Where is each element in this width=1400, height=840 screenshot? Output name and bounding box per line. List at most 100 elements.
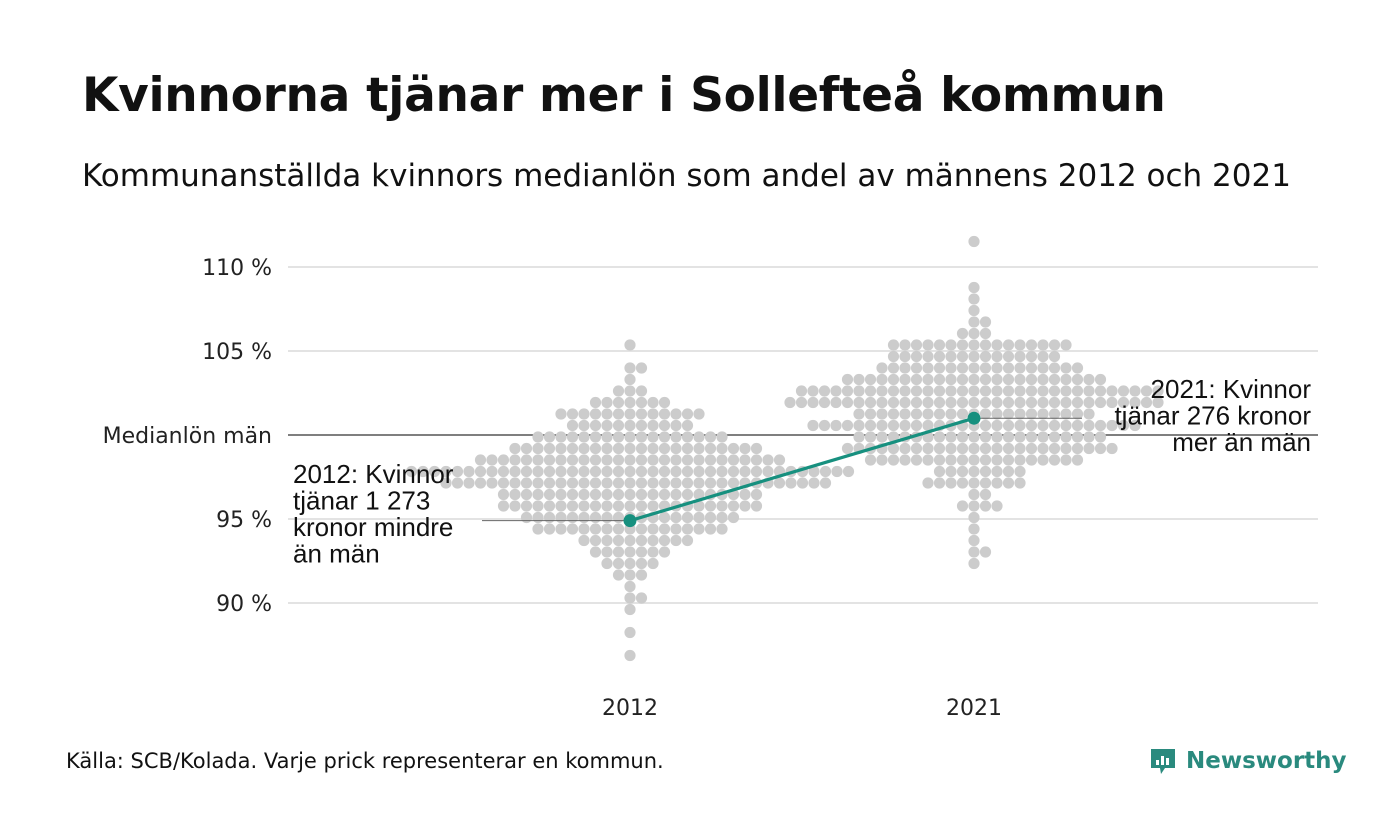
swarm-dot-2021 xyxy=(1002,373,1015,386)
swarm-dot-2012 xyxy=(773,454,786,466)
swarm-dot-2021 xyxy=(1083,396,1095,409)
swarm-dot-2012 xyxy=(509,465,521,478)
swarm-dot-2012 xyxy=(842,465,855,478)
swarm-dot-2021 xyxy=(1094,431,1107,443)
swarm-dot-2021 xyxy=(968,511,980,524)
swarm-dot-2021 xyxy=(991,419,1003,432)
swarm-dot-2021 xyxy=(922,350,934,363)
swarm-dot-2012 xyxy=(819,477,832,489)
swarm-dot-2021 xyxy=(1048,419,1061,432)
swarm-dot-2012 xyxy=(704,523,717,535)
swarm-dot-2021 xyxy=(910,362,923,374)
swarm-dot-2012 xyxy=(566,408,579,420)
swarm-dot-2021 xyxy=(979,465,992,478)
swarm-dot-2012 xyxy=(670,442,682,455)
swarm-dot-2021 xyxy=(933,465,946,478)
swarm-dot-2012 xyxy=(670,488,682,501)
swarm-dot-2021 xyxy=(945,385,957,397)
swarm-dot-2021 xyxy=(1014,408,1026,420)
swarm-dot-2021 xyxy=(1014,350,1026,363)
swarm-dot-2021 xyxy=(1025,442,1038,455)
swarm-dot-2012 xyxy=(635,431,648,443)
swarm-dot-2012 xyxy=(670,511,682,524)
swarm-dot-2012 xyxy=(624,385,636,397)
swarm-dot-2021 xyxy=(876,362,888,374)
swarm-dot-2021 xyxy=(979,419,992,432)
swarm-dot-2012 xyxy=(624,373,636,386)
swarm-dot-2021 xyxy=(945,454,957,466)
swarm-dot-2012 xyxy=(647,465,659,478)
annotation-line: kronor mindre xyxy=(293,512,453,542)
swarm-dot-2012 xyxy=(474,465,487,478)
swarm-dot-2012 xyxy=(681,442,694,455)
swarm-dot-2021 xyxy=(899,373,911,386)
swarm-dot-2012 xyxy=(808,465,820,478)
swarm-dot-2012 xyxy=(716,477,728,489)
swarm-dot-2021 xyxy=(968,546,980,558)
swarm-dot-2021 xyxy=(1048,339,1061,351)
swarm-dot-2012 xyxy=(716,465,728,478)
swarm-dot-2021 xyxy=(876,419,888,432)
swarm-dot-2012 xyxy=(589,419,602,432)
swarm-dot-2012 xyxy=(566,511,579,524)
swarm-dot-2012 xyxy=(647,557,659,570)
swarm-dot-2021 xyxy=(899,419,911,432)
swarm-dot-2021 xyxy=(956,350,969,363)
swarm-dot-2021 xyxy=(1060,408,1072,420)
swarm-dot-2012 xyxy=(670,465,682,478)
swarm-dot-2021 xyxy=(968,534,980,547)
swarm-dot-2021 xyxy=(1060,431,1072,443)
swarm-dot-2012 xyxy=(566,488,579,501)
swarm-dot-2012 xyxy=(566,454,579,466)
y-tick-label: Medianlön män xyxy=(103,424,272,449)
swarm-dot-2021 xyxy=(1002,431,1015,443)
x-tick-label: 2012 xyxy=(602,696,658,721)
swarm-dot-2021 xyxy=(1025,454,1038,466)
annotation-line: tjänar 1 273 xyxy=(293,486,430,516)
swarm-dot-2012 xyxy=(612,385,625,397)
swarm-dot-2021 xyxy=(933,408,946,420)
swarm-dot-2012 xyxy=(555,442,567,455)
swarm-dot-2012 xyxy=(589,454,602,466)
swarm-dot-2012 xyxy=(693,511,705,524)
swarm-dot-2021 xyxy=(1117,385,1130,397)
swarm-dot-2012 xyxy=(532,488,544,501)
swarm-dot-2021 xyxy=(807,396,819,409)
swarm-dot-2021 xyxy=(933,396,946,409)
swarm-dot-2021 xyxy=(1037,442,1049,455)
swarm-dot-2012 xyxy=(681,523,694,535)
swarm-dot-2012 xyxy=(727,511,740,524)
swarm-dot-2012 xyxy=(578,534,590,547)
swarm-dot-2012 xyxy=(647,523,659,535)
beeswarm-chart: 90 % 95 % Medianlön män 105 % 110 % 2012 2021… xyxy=(103,235,1318,721)
swarm-dot-2021 xyxy=(1002,385,1015,397)
swarm-dot-2021 xyxy=(945,431,957,443)
swarm-dot-2012 xyxy=(635,362,648,374)
swarm-dot-2021 xyxy=(933,362,946,374)
newsworthy-logo: Newsworthy xyxy=(1148,742,1347,780)
swarm-dot-2021 xyxy=(1071,408,1084,420)
swarm-dot-2021 xyxy=(922,419,934,432)
swarm-dot-2021 xyxy=(968,442,980,455)
swarm-dot-2021 xyxy=(887,454,900,466)
swarm-dot-2012 xyxy=(555,511,567,524)
swarm-dot-2021 xyxy=(922,477,934,489)
swarm-dot-2021 xyxy=(1060,419,1072,432)
swarm-dot-2021 xyxy=(1071,396,1084,409)
swarm-dot-2012 xyxy=(658,419,671,432)
swarm-dot-2021 xyxy=(945,465,957,478)
swarm-dot-2012 xyxy=(658,454,671,466)
swarm-dot-2021 xyxy=(910,442,923,455)
swarm-dot-2021 xyxy=(864,396,877,409)
swarm-dot-2012 xyxy=(635,465,648,478)
swarm-dot-2021 xyxy=(1002,362,1015,374)
swarm-dot-2021 xyxy=(1014,442,1026,455)
swarm-dot-2012 xyxy=(612,431,625,443)
swarm-dot-2012 xyxy=(635,454,648,466)
swarm-dot-2012 xyxy=(486,465,498,478)
swarm-dot-2021 xyxy=(1002,442,1015,455)
swarm-dot-2012 xyxy=(624,580,636,593)
swarm-dot-2021 xyxy=(1048,396,1061,409)
annotation-2012: 2012: Kvinnor tjänar 1 273 kronor mindre än… xyxy=(293,459,454,569)
swarm-dot-2021 xyxy=(979,373,992,386)
